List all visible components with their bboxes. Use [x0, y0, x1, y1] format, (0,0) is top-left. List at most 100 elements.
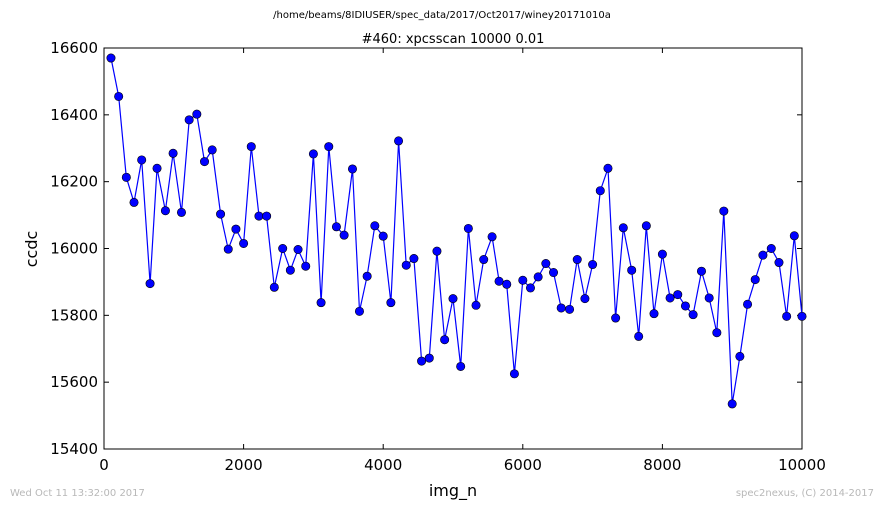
- plot-frame: [103, 47, 803, 450]
- data-point: [603, 163, 613, 173]
- data-point: [121, 172, 131, 182]
- data-point: [168, 148, 178, 158]
- x-axis-label: img_n: [429, 481, 477, 501]
- data-point: [417, 356, 427, 366]
- footer-credit: spec2nexus, (C) 2014-2017: [735, 488, 874, 499]
- x-tick-label: 2000: [225, 456, 263, 474]
- plot-area: 0 2000 4000 6000 8000 10000 15400 15600 15800 160…: [50, 39, 826, 474]
- data-point: [293, 245, 303, 255]
- x-tick-label: 0: [99, 456, 109, 474]
- data-point: [743, 299, 753, 309]
- data-point: [789, 231, 799, 241]
- data-point: [440, 335, 450, 345]
- y-tick-label: 16200: [50, 173, 98, 191]
- data-point: [580, 294, 590, 304]
- data-point: [448, 294, 458, 304]
- data-point: [152, 163, 162, 173]
- data-point: [727, 399, 737, 409]
- data-point: [370, 221, 380, 231]
- data-point: [463, 223, 473, 233]
- data-point: [518, 275, 528, 285]
- y-tick-label: 16000: [50, 240, 98, 258]
- data-point: [262, 211, 272, 221]
- data-point: [246, 142, 256, 152]
- data-point: [549, 268, 559, 278]
- data-point: [316, 298, 326, 308]
- data-point: [704, 293, 714, 303]
- x-tick-label: 6000: [504, 456, 542, 474]
- y-tick-label: 15400: [50, 440, 98, 458]
- data-point: [354, 306, 364, 316]
- data-point: [114, 91, 124, 101]
- y-tick-label: 15800: [50, 306, 98, 324]
- data-point: [324, 142, 334, 152]
- data-point: [471, 300, 481, 310]
- data-point: [339, 230, 349, 240]
- data-point: [487, 232, 497, 242]
- data-point: [362, 271, 372, 281]
- data-point: [611, 313, 621, 323]
- data-point: [627, 265, 637, 275]
- data-point: [649, 309, 659, 319]
- data-point: [502, 279, 512, 289]
- data-point: [712, 328, 722, 338]
- chart-title: #460: xpcsscan 10000 0.01: [362, 32, 545, 47]
- data-point: [782, 311, 792, 321]
- footer-timestamp: Wed Oct 11 13:32:00 2017: [10, 488, 145, 499]
- data-point: [588, 260, 598, 270]
- data-point: [673, 290, 683, 300]
- data-point: [216, 209, 226, 219]
- data-point: [541, 259, 551, 269]
- data-point: [432, 246, 442, 256]
- series-line: [110, 57, 803, 404]
- data-point: [401, 260, 411, 270]
- x-tick-label: 4000: [364, 456, 402, 474]
- chart-suptitle: /home/beams/8IDIUSER/spec_data/2017/Oct2…: [273, 10, 611, 21]
- data-point: [378, 231, 388, 241]
- data-point: [331, 222, 341, 232]
- data-point: [308, 149, 318, 159]
- data-point: [479, 255, 489, 265]
- data-point: [696, 266, 706, 276]
- data-point: [509, 369, 519, 379]
- data-point: [137, 155, 147, 165]
- data-point: [200, 157, 210, 167]
- data-point: [176, 207, 186, 217]
- data-point: [409, 254, 419, 264]
- data-point: [774, 258, 784, 268]
- y-axis-label: ccdc: [22, 231, 41, 268]
- y-tick-label: 16600: [50, 39, 98, 57]
- y-tick-label: 16400: [50, 106, 98, 124]
- data-point: [456, 361, 466, 371]
- data-point: [533, 272, 543, 282]
- data-point: [207, 145, 217, 155]
- data-point: [278, 244, 288, 254]
- data-point: [347, 164, 357, 174]
- data-point: [424, 353, 434, 363]
- data-point: [223, 244, 233, 254]
- data-point: [556, 303, 566, 313]
- data-point: [641, 221, 651, 231]
- data-point: [680, 301, 690, 311]
- data-point: [386, 298, 396, 308]
- x-tick-label: 8000: [643, 456, 681, 474]
- data-point: [688, 310, 698, 320]
- y-tick-label: 15600: [50, 373, 98, 391]
- data-point: [254, 211, 264, 221]
- x-tick-label: 10000: [778, 456, 826, 474]
- data-point: [634, 331, 644, 341]
- data-point: [735, 351, 745, 361]
- data-point: [106, 53, 116, 63]
- data-point: [192, 109, 202, 119]
- data-point: [160, 206, 170, 216]
- data-point: [184, 115, 194, 125]
- data-point: [239, 238, 249, 248]
- data-point: [719, 206, 729, 216]
- data-point: [301, 261, 311, 271]
- data-point: [657, 249, 667, 259]
- data-point: [758, 250, 768, 260]
- data-point: [269, 282, 279, 292]
- data-point: [494, 276, 504, 286]
- data-point: [565, 304, 575, 314]
